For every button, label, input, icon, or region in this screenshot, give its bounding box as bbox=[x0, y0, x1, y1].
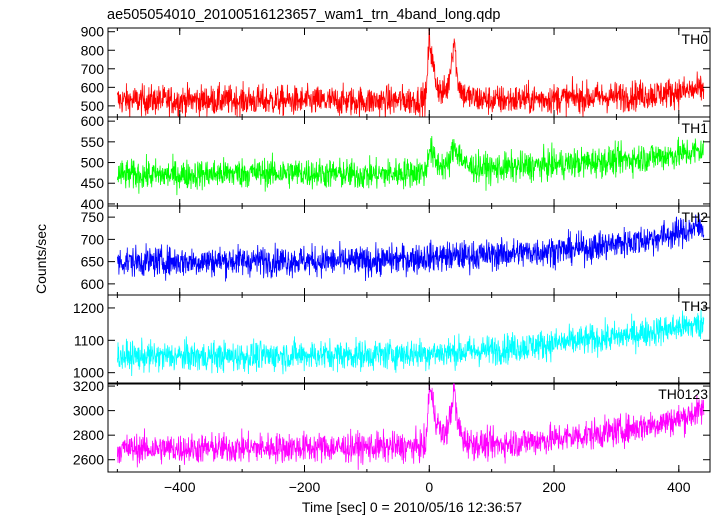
y-tick-label: 400 bbox=[81, 196, 105, 212]
panel-frame bbox=[107, 382, 711, 473]
panel-frame bbox=[107, 205, 711, 296]
y-tick-label: 2800 bbox=[73, 427, 104, 443]
series-line-th3 bbox=[117, 309, 705, 377]
y-tick-label: 600 bbox=[81, 79, 105, 95]
series-label: TH0 bbox=[682, 31, 709, 47]
y-tick-label: 650 bbox=[81, 254, 105, 270]
y-tick-label: 900 bbox=[81, 24, 105, 40]
x-tick-label: −400 bbox=[164, 479, 196, 495]
series-label: TH2 bbox=[682, 209, 709, 225]
x-axis-label: Time [sec] 0 = 2010/05/16 12:36:57 bbox=[302, 499, 522, 515]
series-line-th0123 bbox=[117, 383, 705, 470]
y-tick-label: 550 bbox=[81, 134, 105, 150]
y-tick-label: 3200 bbox=[73, 378, 104, 394]
chart-title: ae505054010_20100516123657_wam1_trn_4ban… bbox=[107, 7, 500, 23]
y-tick-label: 600 bbox=[81, 113, 105, 129]
y-tick-label: 1000 bbox=[73, 365, 104, 381]
x-tick-label: 200 bbox=[542, 479, 566, 495]
series-line-th1 bbox=[117, 135, 705, 196]
x-tick-label: 400 bbox=[667, 479, 691, 495]
series-line-th0 bbox=[117, 28, 705, 117]
series-label: TH3 bbox=[682, 298, 709, 314]
series-label: TH1 bbox=[682, 120, 709, 136]
y-tick-label: 1100 bbox=[74, 332, 104, 348]
y-tick-label: 3000 bbox=[73, 403, 104, 419]
y-axis-label: Counts/sec bbox=[33, 224, 49, 294]
series-label: TH0123 bbox=[658, 386, 708, 402]
y-tick-label: 500 bbox=[81, 98, 105, 114]
panel-frame bbox=[107, 294, 711, 385]
y-tick-label: 700 bbox=[81, 231, 105, 247]
y-tick-label: 450 bbox=[81, 175, 105, 191]
y-tick-label: 600 bbox=[81, 276, 105, 292]
y-tick-label: 800 bbox=[81, 42, 105, 58]
y-tick-label: 700 bbox=[81, 61, 105, 77]
y-tick-label: 500 bbox=[81, 155, 105, 171]
x-tick-label: −200 bbox=[289, 479, 321, 495]
series-line-th2 bbox=[117, 214, 705, 282]
y-tick-label: 750 bbox=[81, 209, 105, 225]
y-tick-label: 2600 bbox=[73, 452, 104, 468]
x-tick-label: 0 bbox=[425, 479, 433, 495]
y-tick-label: 1200 bbox=[73, 300, 104, 316]
